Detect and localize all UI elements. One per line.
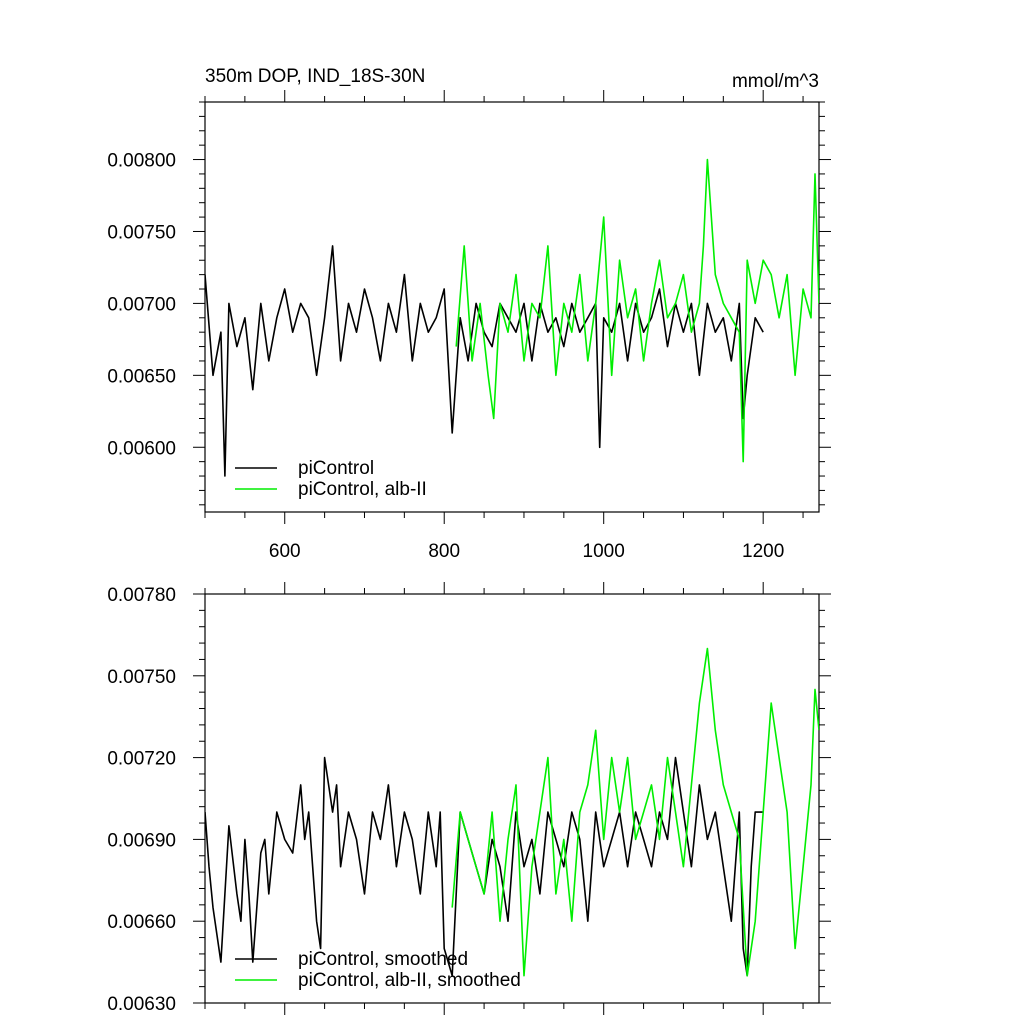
- x-tick-label: 800: [428, 541, 460, 562]
- top-plot-panel: 600 800 1000 1200 0.00600 0.00650 0.00700 0.007…: [107, 90, 831, 562]
- x-tick-label: 1000: [583, 541, 625, 562]
- bottom-plot-panel: 0.00630 0.00660 0.00690 0.00720 0.00750 0.007…: [107, 582, 831, 1015]
- y-tick-label: 0.00660: [107, 912, 176, 933]
- y-tick-label: 0.00780: [107, 585, 176, 606]
- y-tick-label: 0.00720: [107, 749, 176, 770]
- plot-frame: [204, 593, 820, 1004]
- series-line-black: [205, 756, 764, 977]
- y-tick-label: 0.00690: [107, 830, 176, 851]
- x-tick-label: 600: [269, 541, 301, 562]
- y-tick-label: 0.00650: [107, 366, 176, 387]
- legend-label: piControl, alb-II: [298, 479, 427, 500]
- legend-label: piControl: [298, 458, 374, 479]
- units-label: mmol/m^3: [732, 71, 819, 92]
- chart-title: 350m DOP, IND_18S-30N: [205, 66, 425, 87]
- legend-label: piControl, smoothed: [298, 949, 468, 970]
- series-line-black: [205, 245, 764, 477]
- plot-frame: [204, 101, 820, 513]
- y-tick-label: 0.00700: [107, 294, 176, 315]
- x-tick-label: 1200: [742, 541, 784, 562]
- series-line-green: [455, 158, 819, 463]
- legend-label: piControl, alb-II, smoothed: [298, 970, 521, 991]
- y-tick-label: 0.00750: [107, 667, 176, 688]
- y-tick-label: 0.00600: [107, 438, 176, 459]
- series-line-green: [451, 647, 819, 977]
- y-tick-label: 0.00750: [107, 222, 176, 243]
- y-tick-label: 0.00800: [107, 151, 176, 172]
- y-tick-label: 0.00630: [107, 994, 176, 1015]
